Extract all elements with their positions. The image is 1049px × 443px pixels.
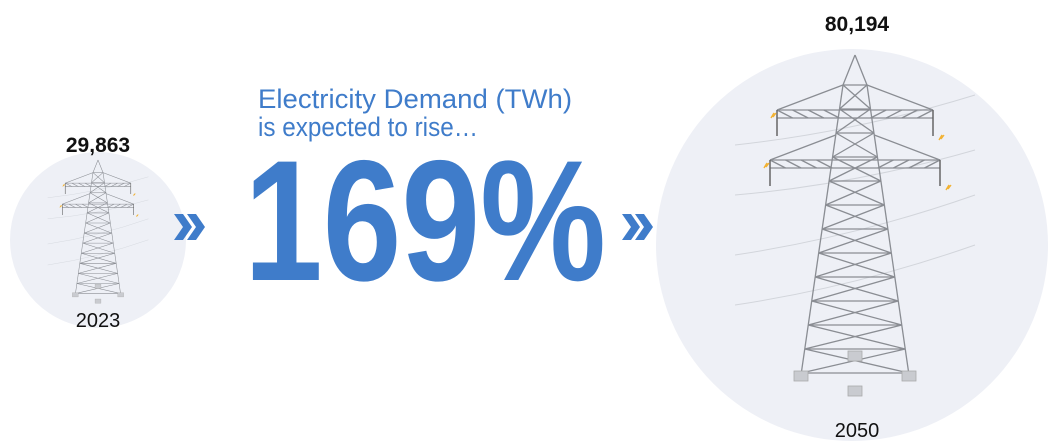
right-year: 2050 [835,420,880,442]
right-value: 80,194 [825,13,890,36]
chevron-left [174,214,205,240]
large-circle [656,49,1048,441]
headline-percent: 169% [244,125,606,317]
left-year: 2023 [76,310,121,332]
chevron-right [622,214,653,240]
small-circle [10,152,186,328]
headline-title: Electricity Demand (TWh) [258,84,572,114]
left-value: 29,863 [66,134,130,157]
headline-subtitle: is expected to rise… [258,112,478,142]
